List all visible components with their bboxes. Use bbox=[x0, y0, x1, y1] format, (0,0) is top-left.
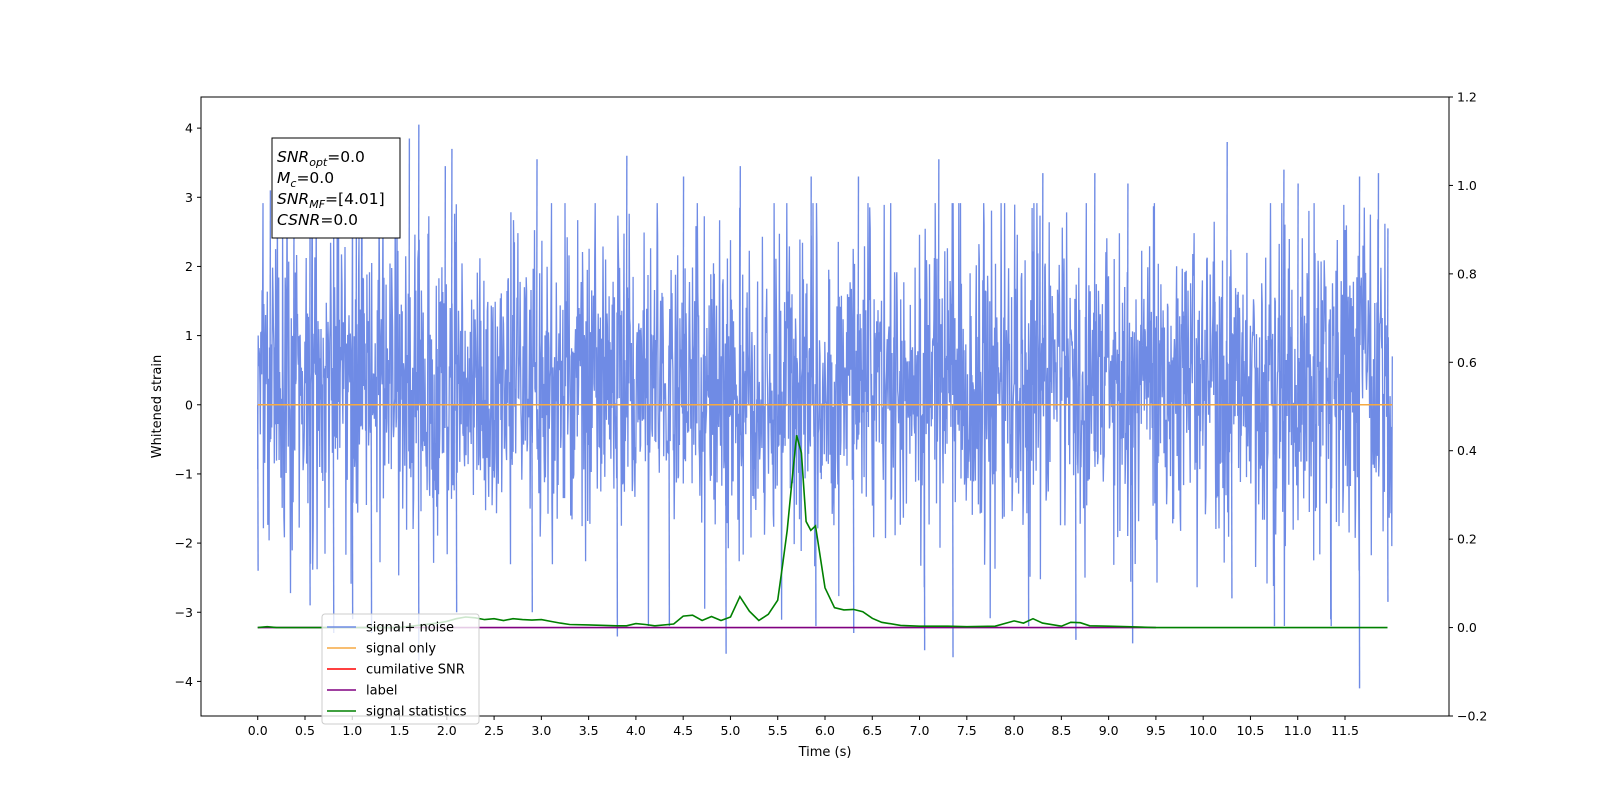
x-tick-label: 9.0 bbox=[1099, 723, 1119, 738]
x-tick-label: 6.0 bbox=[815, 723, 835, 738]
y-left-tick-label: 2 bbox=[185, 259, 193, 274]
plot-area bbox=[257, 124, 1393, 689]
y-left-tick-label: 3 bbox=[185, 190, 193, 205]
x-tick-label: 4.5 bbox=[673, 723, 693, 738]
x-tick-label: 3.5 bbox=[579, 723, 599, 738]
y-left-tick-label: 1 bbox=[185, 328, 193, 343]
x-tick-label: 2.5 bbox=[484, 723, 504, 738]
x-tick-label: 10.5 bbox=[1237, 723, 1265, 738]
legend-frame bbox=[321, 613, 480, 725]
y-right-tick-label: 0.0 bbox=[1457, 620, 1477, 635]
y-left-tick-label: 4 bbox=[185, 121, 193, 136]
y-right-tick-label: 0.6 bbox=[1457, 355, 1477, 370]
series-signal-statistics-line bbox=[257, 434, 1388, 629]
x-tick-label: 10.0 bbox=[1189, 723, 1217, 738]
y-left-tick-label: −1 bbox=[175, 466, 193, 481]
info-line: SNRMF=[4.01] bbox=[277, 190, 385, 211]
legend: signal+ noise signal only cumilative SNR la… bbox=[321, 613, 480, 725]
legend-label: label bbox=[366, 684, 397, 699]
x-tick-label: 1.5 bbox=[390, 723, 410, 738]
y-left-tick-label: −3 bbox=[175, 605, 193, 620]
x-tick-label: 5.0 bbox=[721, 723, 741, 738]
x-tick-label: 2.0 bbox=[437, 723, 457, 738]
info-line: Mc=0.0 bbox=[277, 169, 334, 190]
legend-label: signal+ noise bbox=[366, 621, 454, 636]
y-right-tick-label: 0.2 bbox=[1457, 532, 1477, 547]
y-right-tick-label: 0.4 bbox=[1457, 443, 1477, 458]
x-tick-label: 7.5 bbox=[957, 723, 977, 738]
info-box-frame bbox=[271, 137, 401, 239]
x-axis-title: Time (s) bbox=[798, 745, 852, 760]
axes: 0.0 0.5 1.0 1.5 2.0 2.5 3.0 3.5 4.0 4.5 5.0 5.5 6.0 6… bbox=[175, 90, 1488, 739]
x-tick-label: 4.0 bbox=[626, 723, 646, 738]
x-tick-label: 9.5 bbox=[1146, 723, 1166, 738]
legend-label: cumilative SNR bbox=[366, 663, 465, 678]
x-tick-label: 0.5 bbox=[295, 723, 315, 738]
x-tick-label: 1.0 bbox=[342, 723, 362, 738]
x-tick-label: 11.0 bbox=[1284, 723, 1312, 738]
series-signal-noise-line bbox=[257, 203, 1393, 627]
y-right-tick-label: 1.2 bbox=[1457, 90, 1477, 105]
y-axis-title: Whitened strain bbox=[150, 355, 165, 458]
x-tick-label: 11.5 bbox=[1331, 723, 1359, 738]
x-tick-label: 7.0 bbox=[910, 723, 930, 738]
x-tick-label: 3.0 bbox=[531, 723, 551, 738]
x-tick-label: 5.5 bbox=[768, 723, 788, 738]
y-right-tick-label: −0.2 bbox=[1457, 709, 1487, 724]
y-left-tick-label: 0 bbox=[185, 397, 193, 412]
x-tick-label: 8.5 bbox=[1051, 723, 1071, 738]
info-line: CSNR=0.0 bbox=[277, 211, 358, 229]
legend-label: signal statistics bbox=[366, 705, 467, 720]
x-tick-label: 6.5 bbox=[862, 723, 882, 738]
legend-label: signal only bbox=[366, 642, 436, 657]
y-right-tick-label: 1.0 bbox=[1457, 178, 1477, 193]
y-right-tick-label: 0.8 bbox=[1457, 266, 1477, 281]
y-left-tick-label: −4 bbox=[175, 674, 193, 689]
x-tick-label: 0.0 bbox=[248, 723, 268, 738]
y-left-tick-label: −2 bbox=[175, 536, 193, 551]
x-tick-label: 8.0 bbox=[1004, 723, 1024, 738]
info-line: SNRopt=0.0 bbox=[277, 148, 365, 169]
